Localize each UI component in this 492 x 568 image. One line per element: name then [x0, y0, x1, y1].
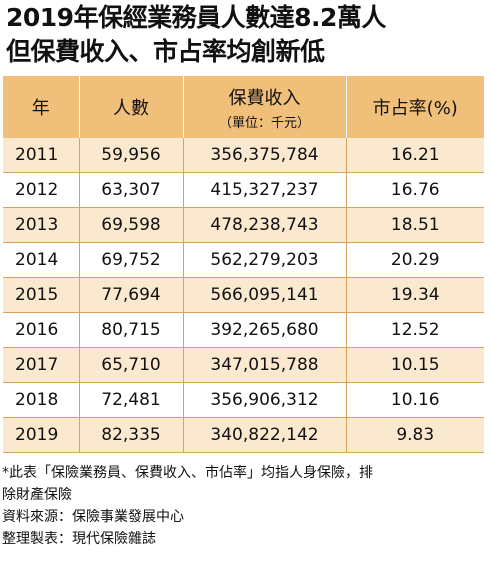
header-premium-label: 保費收入: [228, 87, 301, 109]
cell-year: 2017: [3, 347, 80, 383]
table-header-row: 年 人數 保費收入 （單位：千元） 市占率(%): [3, 76, 484, 138]
table-row: 2017 65,710 347,015,788 10.15: [3, 347, 484, 383]
table-row: 2015 77,694 566,095,141 19.34: [3, 277, 484, 313]
cell-year: 2014: [3, 242, 80, 278]
cell-share: 12.52: [345, 312, 484, 348]
cell-share: 16.21: [345, 138, 484, 173]
header-year: 年: [3, 76, 80, 138]
cell-share: 9.83: [345, 417, 484, 453]
producer-note: 整理製表：現代保險雜誌: [2, 531, 156, 547]
cell-premium: 562,279,203: [182, 242, 347, 278]
table-row: 2012 63,307 415,327,237 16.76: [3, 172, 484, 208]
cell-share: 19.34: [345, 277, 484, 313]
cell-premium: 415,327,237: [182, 172, 347, 208]
cell-year: 2012: [3, 172, 80, 208]
header-share: 市占率(%): [345, 76, 484, 138]
title-line-2: 但保費收入、市占率均創新低: [6, 37, 325, 66]
cell-share: 16.76: [345, 172, 484, 208]
footnotes: *此表「保險業務員、保費收入、市佔率」均指人身保險，排 除財產保險 資料來源：保…: [2, 462, 488, 550]
cell-people: 69,752: [78, 242, 184, 278]
header-premium-unit: （單位：千元）: [218, 115, 310, 131]
header-premium: 保費收入 （單位：千元）: [182, 76, 347, 138]
cell-share: 18.51: [345, 207, 484, 243]
table-row: 2019 82,335 340,822,142 9.83: [3, 417, 484, 453]
cell-share: 10.15: [345, 347, 484, 383]
cell-people: 77,694: [78, 277, 184, 313]
note-line-2: 除財產保險: [2, 487, 72, 503]
table-row: 2011 59,956 356,375,784 16.21: [3, 138, 484, 173]
cell-people: 80,715: [78, 312, 184, 348]
cell-premium: 392,265,680: [182, 312, 347, 348]
cell-year: 2013: [3, 207, 80, 243]
cell-premium: 356,375,784: [182, 138, 347, 173]
cell-people: 82,335: [78, 417, 184, 453]
title-line-1: 2019年保經業務員人數達8.2萬人: [6, 3, 386, 32]
cell-premium: 340,822,142: [182, 417, 347, 453]
header-people: 人數: [78, 76, 184, 138]
note-line-1: *此表「保險業務員、保費收入、市佔率」均指人身保險，排: [2, 465, 373, 481]
cell-year: 2011: [3, 138, 80, 173]
cell-year: 2016: [3, 312, 80, 348]
cell-people: 63,307: [78, 172, 184, 208]
table-row: 2016 80,715 392,265,680 12.52: [3, 312, 484, 348]
cell-premium: 566,095,141: [182, 277, 347, 313]
source-note: 資料來源：保險事業發展中心: [2, 509, 184, 525]
cell-people: 65,710: [78, 347, 184, 383]
cell-year: 2018: [3, 382, 80, 418]
data-table: 年 人數 保費收入 （單位：千元） 市占率(%) 2011 59,956 356…: [3, 76, 484, 453]
cell-people: 72,481: [78, 382, 184, 418]
cell-year: 2015: [3, 277, 80, 313]
cell-people: 59,956: [78, 138, 184, 173]
cell-premium: 347,015,788: [182, 347, 347, 383]
cell-premium: 478,238,743: [182, 207, 347, 243]
cell-share: 20.29: [345, 242, 484, 278]
table-row: 2014 69,752 562,279,203 20.29: [3, 242, 484, 278]
table-row: 2018 72,481 356,906,312 10.16: [3, 382, 484, 418]
cell-people: 69,598: [78, 207, 184, 243]
cell-year: 2019: [3, 417, 80, 453]
cell-premium: 356,906,312: [182, 382, 347, 418]
table-row: 2013 69,598 478,238,743 18.51: [3, 207, 484, 243]
cell-share: 10.16: [345, 382, 484, 418]
